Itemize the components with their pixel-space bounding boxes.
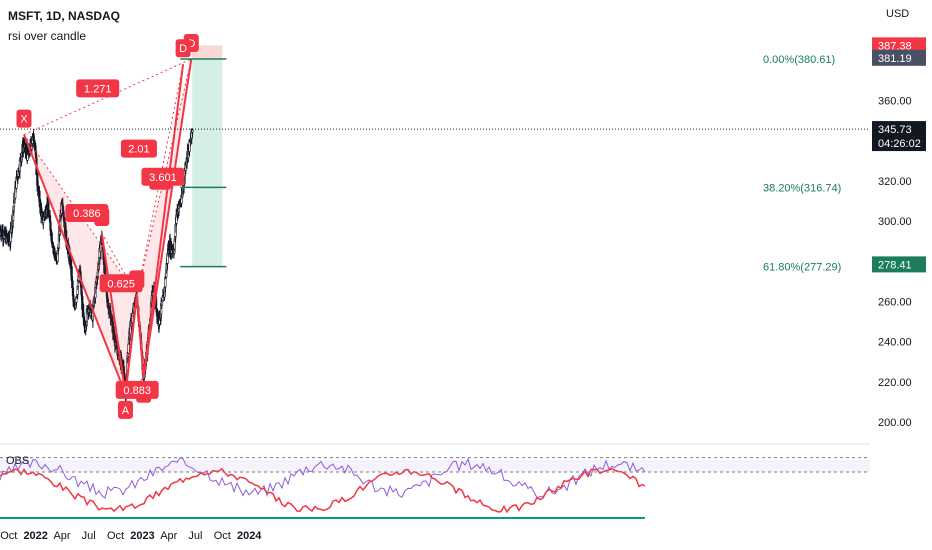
fib-label: 38.20%(316.74) xyxy=(763,182,841,194)
x-tick-label: Apr xyxy=(160,530,177,542)
pattern-leg xyxy=(23,134,127,395)
y-tick-label: 360.00 xyxy=(878,95,912,107)
price-axis: 200.00220.00240.00260.00280.00300.00320.… xyxy=(870,0,932,550)
pattern-point-label-box xyxy=(117,400,133,419)
ratio-label-box xyxy=(115,380,159,399)
ratio-label: 1.271 xyxy=(84,83,112,95)
pattern-fill-xab xyxy=(23,134,137,394)
oscillator-pane: 69.7862.0760.0053.43 xyxy=(0,443,932,519)
y-tick-label: 220.00 xyxy=(878,377,912,389)
pattern-leg xyxy=(142,58,193,378)
candle-body xyxy=(82,304,85,314)
x-tick-label: Jul xyxy=(82,530,96,542)
ratio-label: 3.601 xyxy=(149,172,177,184)
price-tag: 381.19 xyxy=(878,53,912,65)
countdown-label: 04:26:02 xyxy=(878,138,921,150)
stop-zone xyxy=(192,45,223,59)
ratio-label-box xyxy=(76,79,120,98)
price-tag: 387.38 xyxy=(878,40,912,52)
fib-label: 61.80%(277.29) xyxy=(763,262,841,274)
ratio-label-box xyxy=(141,167,185,186)
target-zone xyxy=(192,58,223,267)
pattern2-point-label-box xyxy=(175,39,191,58)
pattern2-leg xyxy=(100,232,127,395)
oscillator-name[interactable]: OBS xyxy=(6,455,30,467)
price-axis-bg xyxy=(870,0,932,550)
current-price-tag-bg xyxy=(872,121,926,152)
x-tick-label: Oct xyxy=(107,530,124,542)
pattern2-ratio-line xyxy=(101,232,138,296)
ratio-label-box xyxy=(99,274,143,293)
fib-levels: 0.00%(380.61) 38.20%(316.74) 61.80%(277.29… xyxy=(0,54,870,274)
ratio-label-box xyxy=(65,203,109,222)
ratio-label-box xyxy=(120,139,157,158)
x-tick-label: Oct xyxy=(214,530,231,542)
price-tag-bg xyxy=(872,256,926,273)
y-tick-label: 320.00 xyxy=(878,176,912,188)
price-tag-bg xyxy=(872,37,926,54)
x-tick-label: 2024 xyxy=(237,530,262,542)
pattern2-ratio-line xyxy=(136,64,184,296)
osc-band xyxy=(0,460,870,472)
x-tick-label: 2023 xyxy=(130,530,154,542)
pattern-point-label: X xyxy=(20,114,28,126)
ratio-label: 0.386 xyxy=(73,208,101,220)
pattern2-leg xyxy=(124,295,138,394)
ratio-label: 0.883 xyxy=(123,385,151,397)
position-zones xyxy=(192,45,223,267)
ratio-label: 0.625 xyxy=(107,278,135,290)
pattern-point-label: A xyxy=(122,405,130,417)
y-tick-label: 240.00 xyxy=(878,337,912,349)
fib-label: 0.00%(380.61) xyxy=(763,54,835,66)
candle-body xyxy=(50,232,53,242)
candles xyxy=(0,127,194,402)
pattern2-leg xyxy=(142,64,185,378)
currency-label: USD xyxy=(886,8,910,20)
time-axis: Oct 2022 Apr Jul Oct 2023 Apr Jul Oct 2024 xyxy=(0,530,262,542)
current-price-tag: 345.73 xyxy=(878,124,912,136)
pattern2-point-label: D xyxy=(179,43,187,55)
x-tick-label: Jul xyxy=(188,530,202,542)
pattern-ratio-line xyxy=(125,377,144,395)
symbol-title[interactable]: MSFT, 1D, NASDAQ xyxy=(8,9,121,23)
osc-line-red xyxy=(0,467,646,514)
x-tick-label: Apr xyxy=(53,530,70,542)
y-tick-label: 300.00 xyxy=(878,216,912,228)
price-tag-bg xyxy=(872,49,926,66)
x-tick-label: Oct xyxy=(0,530,17,542)
pattern-point-label: D xyxy=(187,38,195,50)
ratio-label: 2.01 xyxy=(128,144,149,156)
indicator-name[interactable]: rsi over candle xyxy=(8,29,87,43)
pattern-point-label-box xyxy=(16,109,32,128)
y-tick-label: 260.00 xyxy=(878,296,912,308)
y-tick-label: 200.00 xyxy=(878,417,912,429)
price-tag: 278.41 xyxy=(878,259,912,271)
candle-body xyxy=(191,130,194,133)
pattern2-leg xyxy=(135,295,145,378)
x-tick-label: 2022 xyxy=(23,530,47,542)
